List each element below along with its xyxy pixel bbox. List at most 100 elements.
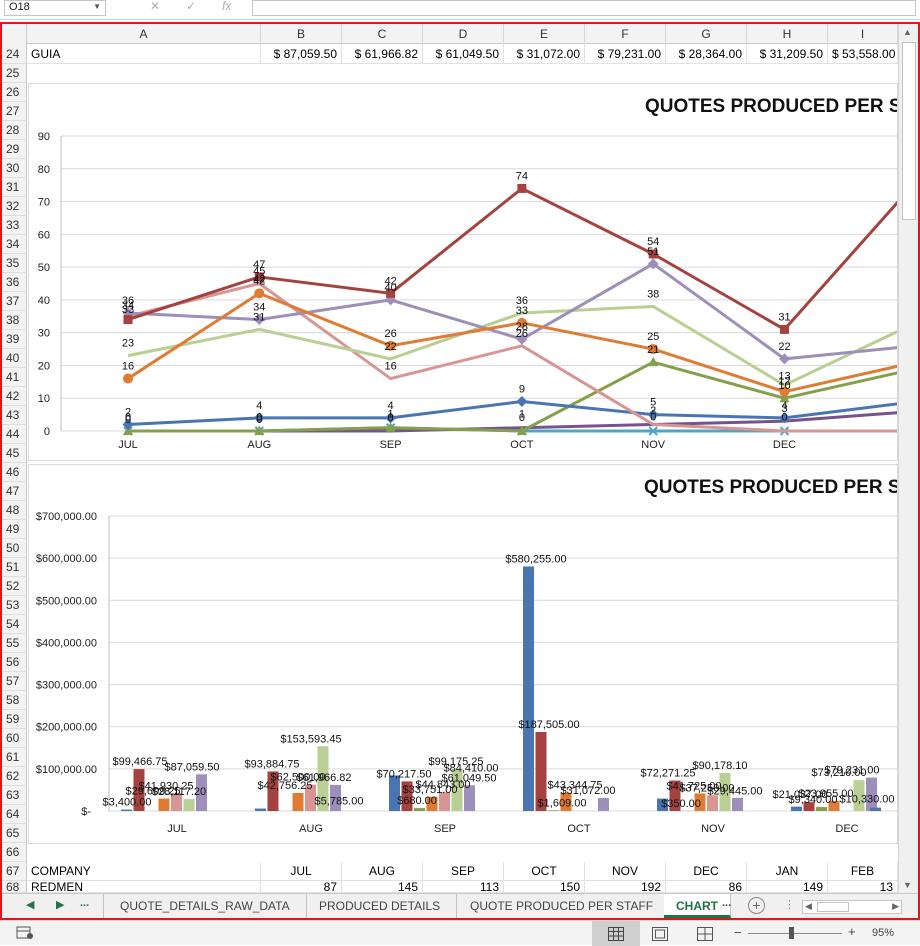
row-header-65[interactable]: 65 [2, 824, 27, 843]
row-header-44[interactable]: 44 [2, 425, 27, 444]
row-header-67[interactable]: 67 [2, 862, 27, 881]
tab-next-icon[interactable]: ▶ [56, 898, 64, 911]
row67-cell[interactable]: DEC [666, 862, 747, 881]
row-header-31[interactable]: 31 [2, 178, 27, 197]
row-header-25[interactable]: 25 [2, 64, 27, 83]
row-header-30[interactable]: 30 [2, 159, 27, 178]
row-header-40[interactable]: 40 [2, 349, 27, 368]
bar-chart[interactable]: QUOTES PRODUCED PER ST $-$100,000.00$200… [28, 464, 898, 844]
row-header-42[interactable]: 42 [2, 387, 27, 406]
scroll-up-icon[interactable]: ▲ [903, 27, 912, 37]
row68-cell[interactable]: 150 [504, 881, 585, 893]
cancel-icon[interactable]: ✕ [150, 0, 160, 12]
row67-cell[interactable]: SEP [423, 862, 504, 881]
scroll-down-icon[interactable]: ▼ [903, 880, 912, 890]
row-header-33[interactable]: 33 [2, 216, 27, 235]
page-break-preview-icon[interactable] [697, 927, 713, 941]
tab-produced-details[interactable]: PRODUCED DETAILS [303, 894, 457, 918]
row-header-64[interactable]: 64 [2, 805, 27, 824]
row-header-36[interactable]: 36 [2, 273, 27, 292]
row-header-43[interactable]: 43 [2, 406, 27, 425]
scroll-left-icon[interactable]: ◀ [805, 901, 812, 912]
row-header-41[interactable]: 41 [2, 368, 27, 387]
row-header-51[interactable]: 51 [2, 558, 27, 577]
enter-icon[interactable]: ✓ [186, 0, 196, 12]
zoom-level[interactable]: 95% [872, 927, 894, 939]
row-header-57[interactable]: 57 [2, 672, 27, 691]
row68-cell[interactable]: 145 [342, 881, 423, 893]
zoom-in-button[interactable]: + [848, 924, 856, 939]
row24-cell[interactable]: $ 61,966.82 [342, 44, 423, 64]
row24-cell[interactable]: $ 28,364.00 [666, 44, 747, 64]
column-header-g[interactable]: G [666, 24, 747, 44]
page-layout-icon[interactable] [652, 927, 668, 941]
row-header-45[interactable]: 45 [2, 444, 27, 463]
scrollbar-thumb[interactable] [902, 42, 916, 220]
row-header-63[interactable]: 63 [2, 786, 27, 805]
column-header-e[interactable]: E [504, 24, 585, 44]
row24-cell[interactable]: $ 53,558.00 [828, 44, 898, 64]
row67-cell[interactable]: AUG [342, 862, 423, 881]
horizontal-scrollbar[interactable]: ◀ ▶ [802, 900, 902, 914]
column-header-d[interactable]: D [423, 24, 504, 44]
column-header-c[interactable]: C [342, 24, 423, 44]
row-header-68[interactable]: 68 [2, 881, 27, 893]
tab-split-icon[interactable]: ⋮ [784, 898, 795, 911]
row-header-37[interactable]: 37 [2, 292, 27, 311]
row68-cell[interactable]: 13 [828, 881, 898, 893]
row67-cell[interactable]: NOV [585, 862, 666, 881]
row-header-52[interactable]: 52 [2, 577, 27, 596]
scroll-right-icon[interactable]: ▶ [892, 901, 899, 912]
row-header-55[interactable]: 55 [2, 634, 27, 653]
column-header-a[interactable]: A [27, 24, 261, 44]
row67-cell[interactable]: FEB [828, 862, 898, 881]
column-header-f[interactable]: F [585, 24, 666, 44]
row68-cell[interactable]: 113 [423, 881, 504, 893]
row-header-47[interactable]: 47 [2, 482, 27, 501]
zoom-out-button[interactable]: − [734, 925, 742, 940]
row-header-66[interactable]: 66 [2, 843, 27, 862]
tab-quote-details-raw-data[interactable]: QUOTE_DETAILS_RAW_DATA [103, 894, 307, 918]
chevron-down-icon[interactable]: ▼ [93, 1, 101, 13]
row24-cell[interactable]: $ 87,059.50 [261, 44, 342, 64]
row-header-61[interactable]: 61 [2, 748, 27, 767]
row-header-60[interactable]: 60 [2, 729, 27, 748]
tab-more-left[interactable]: ... [80, 897, 89, 909]
row24-label-cell[interactable]: GUIA [27, 44, 261, 64]
row24-cell[interactable]: $ 79,231.00 [585, 44, 666, 64]
row24-cell[interactable]: $ 31,072.00 [504, 44, 585, 64]
row67-label-cell[interactable]: COMPANY [27, 862, 261, 881]
zoom-slider-handle[interactable] [789, 927, 794, 939]
row67-cell[interactable]: JUL [261, 862, 342, 881]
vertical-scrollbar[interactable]: ▲ ▼ [898, 24, 918, 894]
column-header-b[interactable]: B [261, 24, 342, 44]
row68-cell[interactable]: 87 [261, 881, 342, 893]
row-header-38[interactable]: 38 [2, 311, 27, 330]
row-header-49[interactable]: 49 [2, 520, 27, 539]
row-header-59[interactable]: 59 [2, 710, 27, 729]
row-header-53[interactable]: 53 [2, 596, 27, 615]
hscroll-thumb[interactable] [817, 902, 849, 912]
tab-quote-produced-per-staff[interactable]: QUOTE PRODUCED PER STAFF [454, 894, 670, 918]
row-header-29[interactable]: 29 [2, 140, 27, 159]
row68-cell[interactable]: 149 [747, 881, 828, 893]
row67-cell[interactable]: JAN [747, 862, 828, 881]
row-header-26[interactable]: 26 [2, 83, 27, 102]
function-icon[interactable]: fx [222, 0, 231, 12]
tab-more-right[interactable]: ... [722, 897, 731, 909]
formula-input[interactable] [252, 0, 916, 16]
column-header-i[interactable]: I [828, 24, 898, 44]
row-header-34[interactable]: 34 [2, 235, 27, 254]
row-header-24[interactable]: 24 [2, 44, 27, 64]
row68-cell[interactable]: 86 [666, 881, 747, 893]
add-sheet-icon[interactable]: + [748, 897, 765, 914]
row-header-48[interactable]: 48 [2, 501, 27, 520]
row-header-27[interactable]: 27 [2, 102, 27, 121]
row-header-54[interactable]: 54 [2, 615, 27, 634]
name-box[interactable]: O18 ▼ [4, 0, 106, 16]
row-header-58[interactable]: 58 [2, 691, 27, 710]
row-header-62[interactable]: 62 [2, 767, 27, 786]
tab-prev-icon[interactable]: ◀ [26, 898, 34, 911]
row-header-28[interactable]: 28 [2, 121, 27, 140]
